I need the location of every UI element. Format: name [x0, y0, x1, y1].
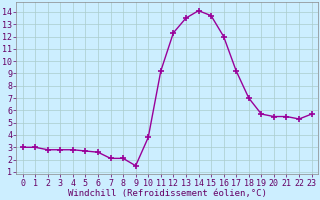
X-axis label: Windchill (Refroidissement éolien,°C): Windchill (Refroidissement éolien,°C): [68, 189, 267, 198]
